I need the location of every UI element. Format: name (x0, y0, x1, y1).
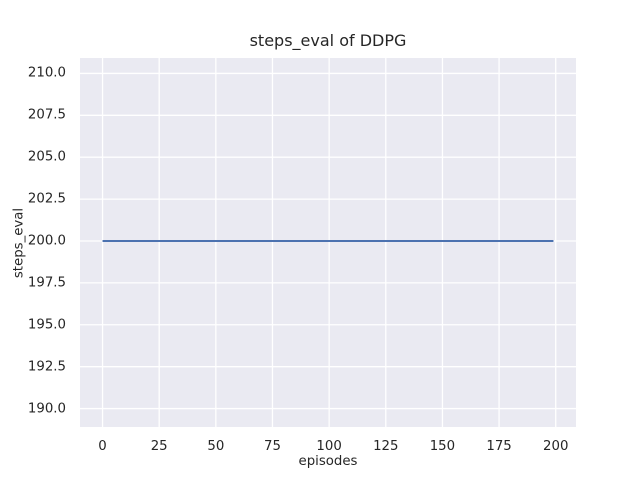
x-tick-label: 0 (98, 439, 107, 454)
y-tick-label: 197.5 (27, 275, 66, 291)
y-tick-label: 205.0 (27, 149, 66, 165)
x-tick-label: 150 (429, 439, 456, 454)
x-tick-label: 75 (264, 439, 281, 454)
axes-background (80, 58, 576, 427)
x-tick-label: 175 (486, 439, 512, 454)
x-tick-label: 125 (373, 439, 399, 454)
x-tick-label: 50 (207, 439, 225, 454)
plot-canvas (80, 58, 576, 427)
y-tick-label: 210.0 (27, 65, 66, 81)
chart-title: steps_eval of DDPG (249, 31, 407, 50)
x-tick-label: 200 (543, 439, 569, 454)
x-axis-label: episodes (298, 454, 358, 469)
x-tick-label: 100 (316, 439, 342, 454)
y-tick-label: 195.0 (27, 317, 66, 333)
y-tick-label: 202.5 (27, 191, 66, 207)
y-tick-label: 190.0 (27, 401, 66, 417)
y-tick-label: 207.5 (27, 107, 66, 123)
y-tick-label: 200.0 (27, 233, 66, 249)
plot-area (80, 58, 576, 427)
y-tick-label: 192.5 (27, 359, 66, 375)
x-tick-label: 25 (150, 439, 168, 454)
